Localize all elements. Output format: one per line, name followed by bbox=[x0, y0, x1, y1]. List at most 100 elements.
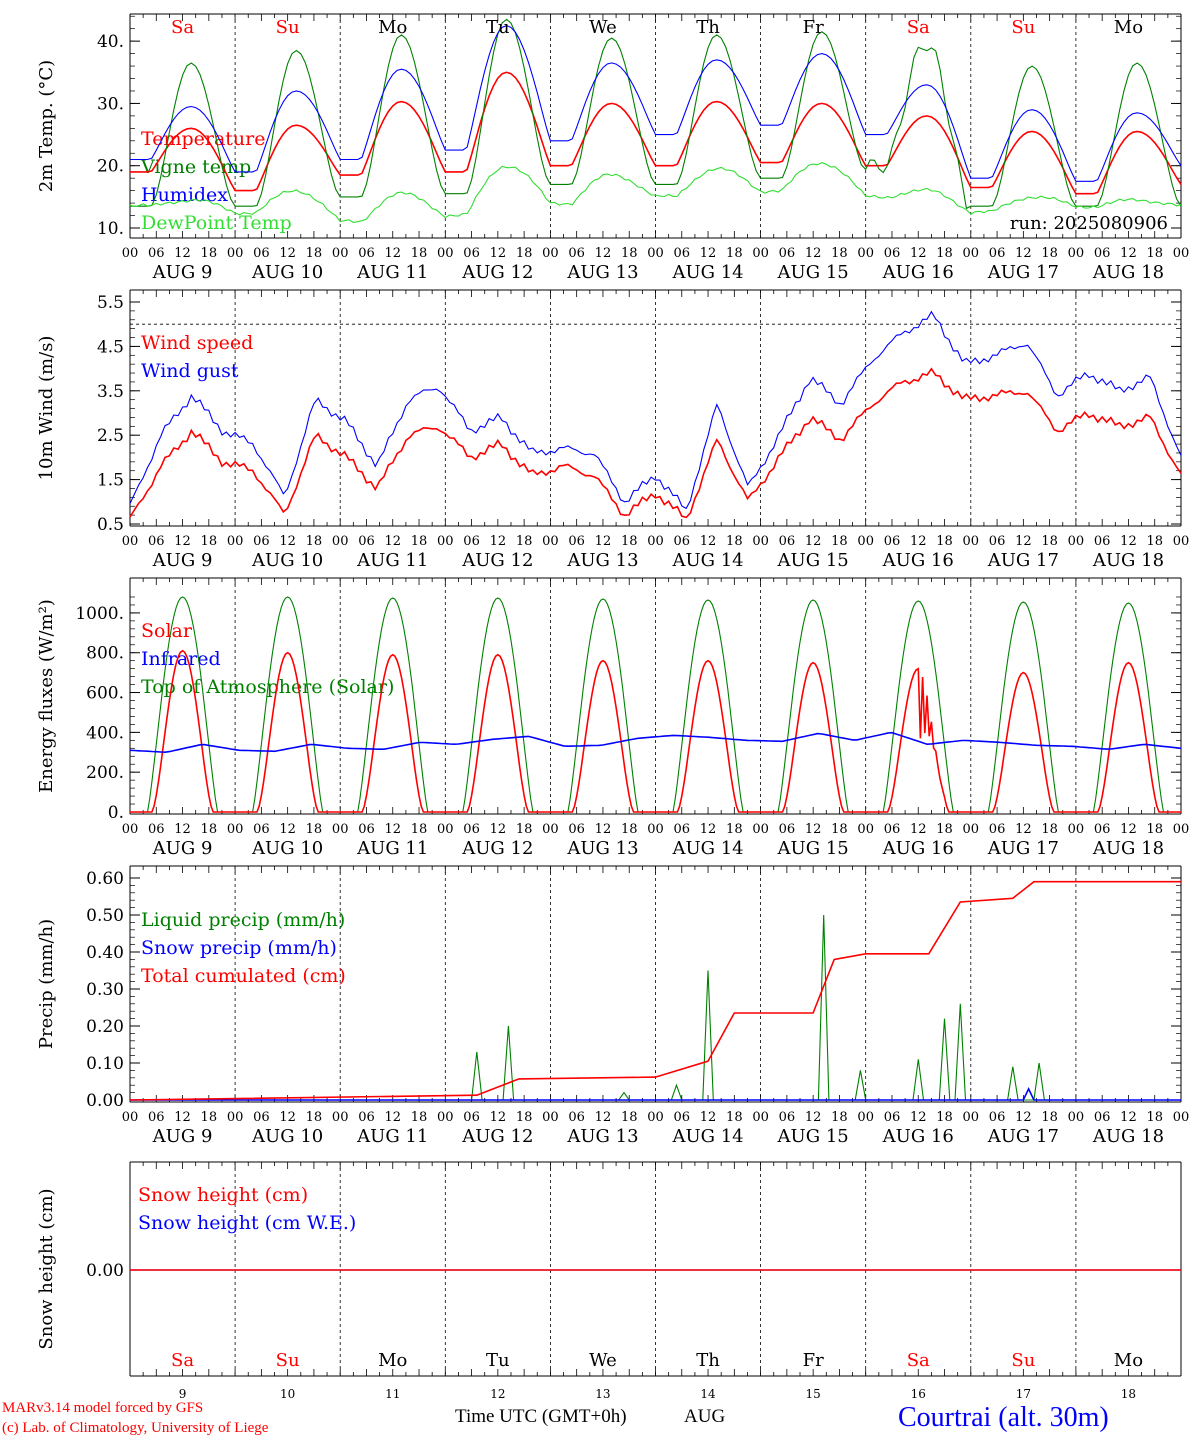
date-label: AUG 17 bbox=[987, 262, 1059, 283]
date-label: AUG 14 bbox=[671, 262, 743, 283]
y-tick-label: 0.20 bbox=[86, 1017, 124, 1037]
hour-tick-label: 06 bbox=[1094, 1110, 1111, 1125]
hour-tick-label: 18 bbox=[936, 534, 953, 549]
hour-tick-label: 18 bbox=[411, 246, 428, 261]
hour-tick-label: 12 bbox=[1120, 822, 1137, 837]
day-number-label: 15 bbox=[806, 1387, 821, 1401]
weekday-label-bottom: Su bbox=[1011, 1350, 1035, 1371]
hour-tick-label: 12 bbox=[384, 1110, 401, 1125]
hour-tick-label: 18 bbox=[516, 822, 533, 837]
hour-tick-label: 00 bbox=[227, 822, 244, 837]
date-label: AUG 18 bbox=[1092, 262, 1164, 283]
hour-tick-label: 12 bbox=[279, 822, 296, 837]
hour-tick-label: 00 bbox=[332, 1110, 349, 1125]
day-number-label: 9 bbox=[179, 1387, 187, 1401]
hour-tick-label: 18 bbox=[621, 246, 638, 261]
hour-tick-label: 00 bbox=[122, 822, 139, 837]
weekday-label-bottom: Mo bbox=[378, 1350, 407, 1371]
date-label: AUG 15 bbox=[777, 838, 849, 859]
hour-tick-label: 06 bbox=[884, 822, 901, 837]
hour-tick-label: 06 bbox=[463, 1110, 480, 1125]
hour-tick-label: 12 bbox=[595, 246, 612, 261]
date-label: AUG 12 bbox=[461, 262, 533, 283]
weekday-label-bottom: Fr bbox=[803, 1350, 824, 1371]
date-label: AUG 12 bbox=[461, 1126, 533, 1147]
date-label: AUG 16 bbox=[882, 1126, 954, 1147]
hour-tick-label: 06 bbox=[568, 1110, 585, 1125]
legend-entry: Humidex bbox=[141, 184, 228, 206]
hour-tick-label: 12 bbox=[279, 1110, 296, 1125]
hour-tick-label: 12 bbox=[805, 1110, 822, 1125]
day-number-label: 10 bbox=[280, 1387, 295, 1401]
weekday-label-top: Th bbox=[696, 17, 720, 38]
y-tick-label: 0.60 bbox=[86, 869, 124, 889]
panel-energy: 0. 200. 400. 600. 800. 1000. Energy fluxes (W/… bbox=[36, 577, 1189, 859]
date-label: AUG 13 bbox=[566, 262, 638, 283]
hour-tick-label: 12 bbox=[174, 534, 191, 549]
y-tick-label: 0. bbox=[108, 803, 124, 823]
y-tick-label: 600. bbox=[86, 684, 124, 704]
hour-tick-label: 18 bbox=[831, 822, 848, 837]
hour-tick-label: 00 bbox=[332, 822, 349, 837]
hour-tick-label: 00 bbox=[1068, 1110, 1085, 1125]
date-label: AUG 13 bbox=[566, 1126, 638, 1147]
legend-entry: Liquid precip (mm/h) bbox=[141, 909, 345, 931]
y-axis-label: 10m Wind (m/s) bbox=[36, 336, 57, 481]
hour-tick-label: 00 bbox=[963, 534, 980, 549]
date-label: AUG 9 bbox=[152, 550, 213, 571]
hour-tick-label: 06 bbox=[148, 822, 165, 837]
hour-tick-label: 12 bbox=[595, 1110, 612, 1125]
series-line-1 bbox=[129, 731, 1182, 754]
date-label: AUG 10 bbox=[251, 262, 323, 283]
date-label: AUG 10 bbox=[251, 1126, 323, 1147]
hour-tick-label: 18 bbox=[621, 534, 638, 549]
run-label: run: 2025080906 bbox=[1010, 213, 1168, 234]
y-tick-label: 0.30 bbox=[86, 980, 124, 1000]
y-axis-label: Precip (mm/h) bbox=[36, 919, 57, 1049]
hour-tick-label: 06 bbox=[253, 822, 270, 837]
series-line-0 bbox=[130, 71, 1182, 195]
panel-snow: 0.00 Snow height (cm) Snow height (cm) Snow… bbox=[36, 1161, 1182, 1377]
legend-entry: Vigne temp bbox=[140, 156, 251, 178]
hour-tick-label: 00 bbox=[1173, 534, 1190, 549]
series-line-1 bbox=[129, 310, 1182, 510]
weekday-label-bottom: Tu bbox=[486, 1350, 510, 1371]
hour-tick-label: 12 bbox=[1120, 1110, 1137, 1125]
hour-tick-label: 18 bbox=[201, 534, 218, 549]
weekday-label-top: Fr bbox=[803, 17, 824, 38]
y-tick-label: 0.40 bbox=[86, 943, 124, 963]
hour-tick-label: 06 bbox=[148, 534, 165, 549]
day-number-label: 17 bbox=[1016, 1387, 1031, 1401]
series-line-3 bbox=[129, 162, 1182, 223]
date-label: AUG 16 bbox=[882, 262, 954, 283]
date-label: AUG 10 bbox=[251, 838, 323, 859]
hour-tick-label: 12 bbox=[279, 246, 296, 261]
hour-tick-label: 00 bbox=[647, 1110, 664, 1125]
y-axis-label: Energy fluxes (W/m²) bbox=[36, 599, 57, 793]
hour-tick-label: 18 bbox=[201, 1110, 218, 1125]
hour-tick-label: 12 bbox=[279, 534, 296, 549]
date-label: AUG 13 bbox=[566, 550, 638, 571]
hour-tick-label: 00 bbox=[122, 1110, 139, 1125]
hour-tick-label: 06 bbox=[253, 1110, 270, 1125]
hour-tick-label: 00 bbox=[332, 534, 349, 549]
hour-tick-label: 18 bbox=[726, 534, 743, 549]
date-label: AUG 13 bbox=[566, 838, 638, 859]
hour-tick-label: 12 bbox=[700, 822, 717, 837]
y-tick-label: 0.00 bbox=[86, 1091, 124, 1111]
hour-tick-label: 00 bbox=[857, 1110, 874, 1125]
hour-tick-label: 18 bbox=[1041, 534, 1058, 549]
legend-entry: Wind speed bbox=[141, 332, 253, 354]
date-label: AUG 14 bbox=[671, 550, 743, 571]
hour-tick-label: 18 bbox=[201, 246, 218, 261]
y-tick-label: 400. bbox=[86, 723, 124, 743]
legend-entry: DewPoint Temp bbox=[141, 212, 292, 234]
date-label: AUG 18 bbox=[1092, 838, 1164, 859]
y-tick-label: 5.5 bbox=[97, 293, 124, 313]
hour-tick-label: 12 bbox=[174, 246, 191, 261]
hour-tick-label: 00 bbox=[752, 822, 769, 837]
hour-tick-label: 12 bbox=[700, 246, 717, 261]
hour-tick-label: 06 bbox=[674, 534, 691, 549]
y-axis-label: Snow height (cm) bbox=[36, 1188, 57, 1349]
